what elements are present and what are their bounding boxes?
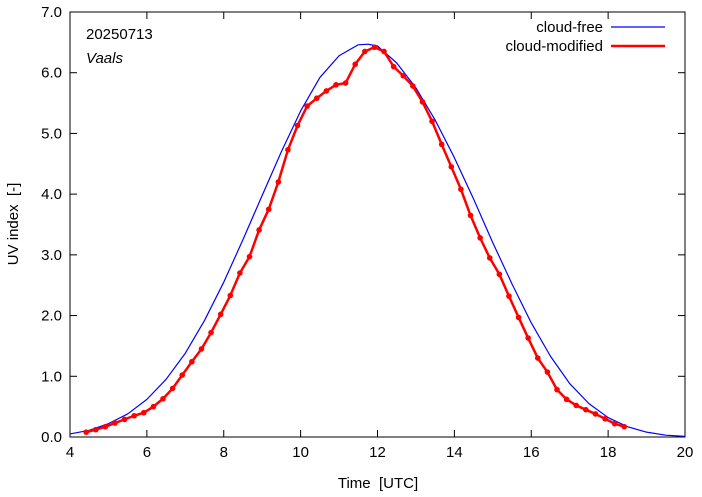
data-point-cloud-modified: [390, 63, 397, 70]
data-point-cloud-modified: [189, 358, 195, 365]
data-point-cloud-modified: [198, 346, 205, 352]
data-point-cloud-modified: [563, 396, 570, 403]
data-point-cloud-modified: [208, 329, 214, 336]
x-axis-label: Time [UTC]: [338, 475, 418, 492]
series-line-cloud-free: [69, 43, 686, 437]
data-point-cloud-modified: [592, 411, 599, 417]
y-tick-label: 6.0: [41, 65, 62, 82]
data-point-cloud-modified: [371, 44, 378, 51]
data-point-cloud-modified: [544, 369, 551, 375]
data-point-cloud-modified: [554, 386, 560, 393]
data-point-cloud-modified: [131, 412, 137, 419]
data-point-cloud-modified: [467, 212, 474, 219]
data-point-cloud-modified: [227, 292, 234, 299]
data-point-cloud-modified: [362, 48, 368, 55]
data-point-cloud-modified: [583, 406, 589, 413]
data-point-cloud-modified: [342, 80, 349, 86]
data-point-cloud-modified: [217, 311, 224, 318]
date-annotation: 20250713: [86, 26, 153, 43]
y-tick-label: 0.0: [41, 429, 62, 446]
data-point-cloud-modified: [486, 255, 493, 261]
x-tick-label: 16: [523, 444, 540, 461]
data-point-cloud-modified: [92, 426, 99, 433]
data-point-cloud-modified: [410, 83, 416, 89]
data-point-cloud-modified: [246, 253, 253, 260]
axis-tick-labels: 4 6 8 10 12 14 16 18 20 0.0 1.0 2.0 3.0 4.0 5.0 6.0 7.0: [41, 4, 693, 461]
x-tick-label: 6: [143, 444, 151, 461]
data-point-cloud-modified: [102, 423, 109, 430]
x-tick-label: 14: [446, 444, 463, 461]
data-point-cloud-modified: [602, 415, 608, 422]
data-point-cloud-modified: [237, 270, 243, 276]
data-point-cloud-modified: [400, 72, 407, 79]
data-point-cloud-modified: [515, 314, 522, 321]
data-point-cloud-modified: [294, 122, 301, 129]
data-point-cloud-modified: [621, 423, 628, 430]
data-point-cloud-modified: [448, 164, 455, 170]
y-tick-label: 1.0: [41, 368, 62, 385]
data-point-cloud-modified: [506, 293, 512, 299]
legend-label-cloud-modified: cloud-modified: [505, 38, 603, 55]
series-layer: [69, 43, 686, 437]
data-point-cloud-modified: [352, 61, 359, 68]
data-point-cloud-modified: [323, 88, 330, 94]
legend-label-cloud-free: cloud-free: [536, 19, 603, 36]
data-point-cloud-modified: [150, 403, 157, 410]
y-tick-label: 4.0: [41, 186, 62, 203]
data-point-cloud-modified: [169, 385, 176, 392]
data-point-cloud-modified: [160, 395, 166, 402]
location-annotation: Vaals: [86, 50, 123, 67]
data-point-cloud-modified: [438, 141, 445, 148]
axis-ticks: [69, 11, 686, 438]
data-point-cloud-modified: [304, 103, 310, 109]
y-tick-label: 3.0: [41, 247, 62, 264]
data-point-cloud-modified: [179, 372, 186, 378]
data-point-cloud-modified: [381, 48, 387, 55]
data-point-cloud-modified: [611, 420, 618, 427]
y-tick-label: 2.0: [41, 308, 62, 325]
x-tick-label: 8: [220, 444, 228, 461]
x-tick-label: 18: [600, 444, 617, 461]
data-point-cloud-modified: [534, 355, 541, 361]
x-tick-label: 10: [292, 444, 309, 461]
data-point-cloud-modified: [265, 206, 272, 213]
y-axis-label: UV index [-]: [5, 183, 22, 266]
data-point-cloud-modified: [141, 409, 147, 416]
data-point-cloud-modified: [496, 271, 503, 278]
data-point-cloud-modified: [573, 402, 580, 409]
x-tick-label: 12: [369, 444, 386, 461]
data-point-cloud-modified: [285, 147, 291, 153]
data-point-cloud-modified: [83, 429, 89, 435]
data-point-cloud-modified: [256, 227, 262, 233]
data-point-cloud-modified: [275, 179, 282, 185]
y-tick-label: 7.0: [41, 4, 62, 21]
data-point-cloud-modified: [333, 82, 339, 88]
data-point-cloud-modified: [121, 416, 128, 423]
data-point-cloud-modified: [477, 235, 483, 241]
series-line-cloud-modified: [85, 45, 625, 434]
x-tick-label: 4: [66, 444, 74, 461]
x-tick-label: 20: [677, 444, 694, 461]
y-tick-label: 5.0: [41, 125, 62, 142]
data-point-cloud-modified: [112, 420, 118, 426]
legend: cloud-free cloud-modified: [505, 19, 665, 55]
data-point-cloud-modified: [419, 99, 426, 105]
plot-frame: [69, 11, 686, 438]
data-point-cloud-modified: [525, 335, 531, 341]
data-point-cloud-modified: [458, 186, 464, 193]
data-point-cloud-modified: [313, 95, 320, 102]
data-point-cloud-modified: [429, 118, 435, 125]
